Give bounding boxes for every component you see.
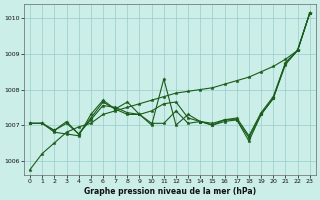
X-axis label: Graphe pression niveau de la mer (hPa): Graphe pression niveau de la mer (hPa) xyxy=(84,187,256,196)
